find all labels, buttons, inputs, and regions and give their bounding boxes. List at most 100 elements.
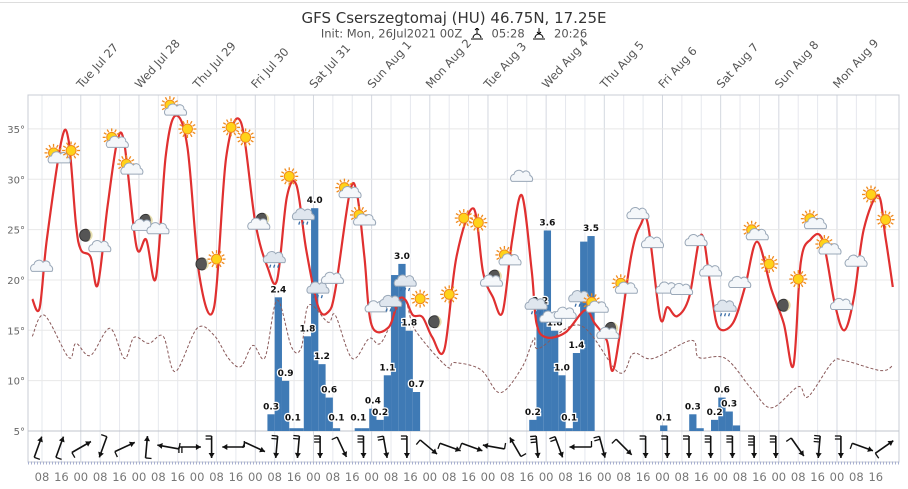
wind-barb	[241, 442, 246, 449]
sun-disc	[443, 288, 455, 300]
cloud-icon	[844, 254, 868, 267]
sun-ray	[890, 214, 894, 218]
wind-arrow	[293, 434, 301, 459]
rain-drop	[530, 311, 534, 315]
sun-ray	[182, 120, 185, 125]
sun-icon	[760, 254, 779, 273]
wind-arrow	[377, 435, 390, 458]
sun-ray	[226, 132, 229, 136]
sun-ray	[235, 129, 240, 133]
sun-ray	[826, 235, 830, 240]
sun-ray	[294, 178, 298, 182]
rain-drop	[393, 308, 396, 312]
wind-arrowhead	[383, 452, 390, 458]
rain-drop	[538, 311, 542, 315]
precipitation-label: 1.4	[569, 341, 585, 351]
precipitation-bar	[332, 428, 341, 431]
precipitation-label: 0.2	[525, 408, 541, 418]
precipitation-bar	[718, 397, 726, 431]
sun-ray	[45, 147, 49, 151]
sun-disc	[240, 131, 252, 143]
precipitation-bar	[412, 392, 421, 431]
precipitation-bar	[536, 308, 544, 431]
sun-ray	[211, 251, 215, 255]
sun-ray	[363, 209, 368, 213]
wind-arrowhead	[222, 444, 228, 450]
precipitation-label: 0.2	[372, 408, 388, 418]
wind-arrow	[144, 435, 152, 460]
precipitation-label: 0.6	[321, 386, 337, 396]
sun-ray	[353, 206, 357, 211]
wind-barb	[415, 439, 421, 445]
precipitation-label: 0.1	[561, 413, 577, 423]
sun-ray	[161, 107, 166, 111]
wind-arrowhead	[157, 443, 163, 449]
wind-barb	[550, 438, 557, 443]
chart-subtitle: Init: Mon, 26Jul2021 00Z 05:28 20:26	[0, 26, 908, 41]
wind-barb	[101, 434, 108, 438]
sun-ray	[441, 296, 445, 300]
day-label: Sat Aug 7	[714, 40, 762, 91]
wind-arrowhead	[341, 451, 348, 457]
rain-drop	[277, 264, 280, 268]
sun-ray	[62, 152, 67, 156]
wind-arrowhead	[195, 444, 201, 450]
rain-drop	[407, 287, 411, 292]
sun-ray	[615, 275, 619, 279]
sun-ray	[623, 275, 626, 279]
cloud-shape	[745, 228, 769, 241]
sun-ray	[816, 238, 820, 242]
rain-drop	[269, 264, 272, 268]
cloud-shape	[353, 213, 377, 226]
precipitation-label: 0.1	[285, 413, 301, 423]
wind-arrow	[114, 441, 136, 458]
sun-ray	[594, 294, 597, 298]
wind-arrowhead	[208, 453, 215, 458]
sun-ray	[583, 304, 587, 308]
cloud-shape	[291, 208, 315, 221]
sun-ray	[284, 168, 287, 172]
wind-barb	[377, 438, 384, 441]
precipitation-label: 0.1	[350, 413, 366, 423]
sun-ray	[116, 132, 120, 135]
sun-ray	[754, 221, 757, 225]
precipitation-label: 0.7	[409, 380, 425, 390]
sun-ray	[496, 249, 500, 253]
cloud-shape	[479, 274, 503, 287]
cloud-shape	[146, 222, 170, 235]
wind-arrow	[33, 436, 43, 460]
hour-label: 08	[209, 470, 224, 484]
sun-ray	[174, 100, 179, 103]
wind-arrow	[459, 442, 483, 452]
wind-arrowhead	[798, 450, 804, 457]
hour-label: 00	[713, 470, 728, 484]
hour-label: 00	[190, 470, 205, 484]
precipitation-label: 2.4	[270, 285, 286, 295]
rain-drop	[574, 303, 577, 307]
sun-ray	[350, 217, 355, 221]
sun-ray	[499, 246, 502, 251]
sun-ray	[586, 294, 590, 298]
hour-label: 16	[287, 470, 302, 484]
sun-disc	[414, 293, 426, 305]
sun-ray	[801, 213, 805, 217]
sun-ray	[819, 235, 822, 240]
sun-ray	[73, 155, 77, 159]
day-label: Wed Aug 4	[539, 35, 591, 91]
day-label: Thu Jul 29	[189, 39, 238, 92]
moon-icon	[79, 228, 93, 242]
sun-ray	[596, 297, 600, 300]
sun-ray	[415, 290, 418, 294]
cloud-shape	[306, 281, 330, 294]
precipitation-bar	[696, 428, 704, 431]
cloud-icon	[510, 169, 534, 182]
wind-barb	[293, 434, 300, 437]
sun-ray	[761, 258, 765, 262]
precipitation-bar	[405, 330, 413, 431]
moon-cloud-icon	[247, 212, 271, 230]
cloud-shape	[524, 297, 548, 310]
wind-arrowhead	[403, 453, 410, 458]
sun-ray	[880, 224, 884, 228]
sun-ray	[875, 189, 880, 193]
sun-ray	[774, 266, 778, 270]
